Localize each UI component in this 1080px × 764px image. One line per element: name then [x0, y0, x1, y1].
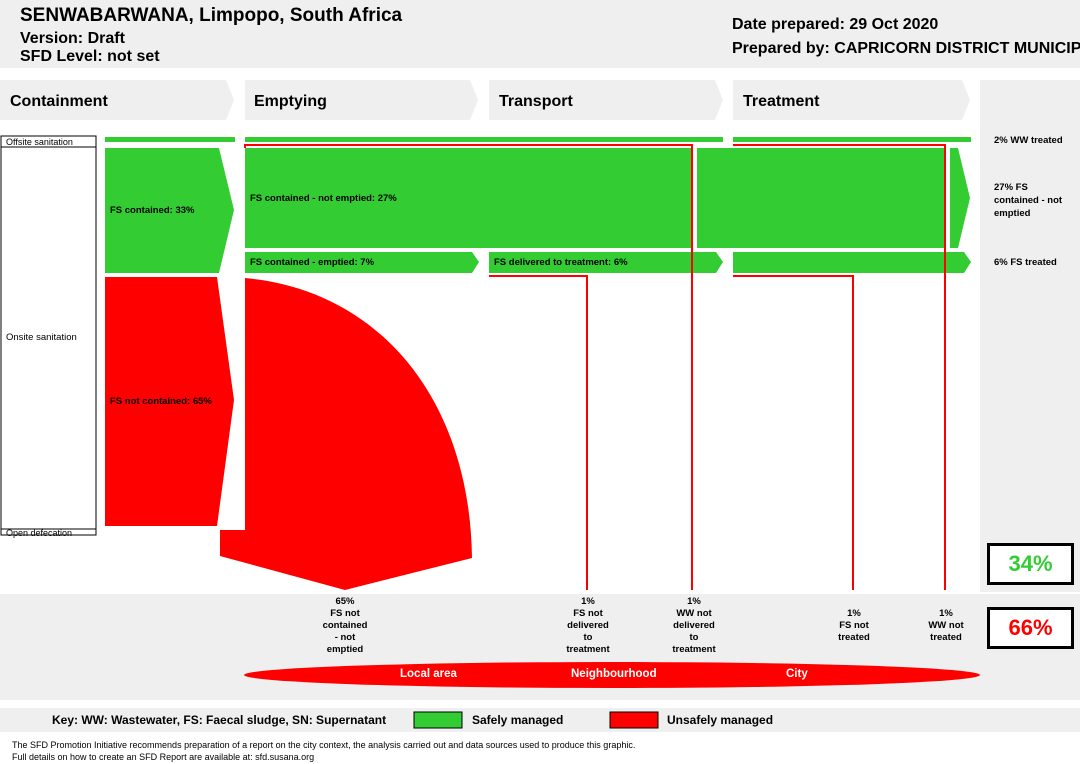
key-unsafe-label: Unsafely managed — [667, 713, 774, 727]
stage-label-treatment: Treatment — [743, 93, 820, 110]
version-label: Version: Draft — [20, 30, 125, 47]
safe-swatch — [413, 711, 463, 729]
loss-label-ww-not-delivered: 1% WW not delivered to treatment — [654, 596, 734, 656]
ww-treated-label: 2% WW treated — [994, 135, 1063, 146]
offsite-emptying-transport-bar — [245, 137, 723, 142]
loss-line: contained — [322, 620, 368, 631]
fs-not-emptied-flow-tip — [950, 148, 970, 248]
fs-delivered-flow — [489, 252, 723, 273]
onsite-sanitation-label: Onsite sanitation — [6, 332, 77, 343]
stage-label-transport: Transport — [499, 93, 573, 110]
fs-not-contained-flow — [105, 277, 234, 526]
fs-not-emptied-outcome-label: 27% FS contained - not emptied — [994, 181, 1062, 220]
loss-line: treated — [930, 632, 962, 643]
loss-line: WW not — [928, 620, 964, 631]
key-safe-label: Safely managed — [472, 713, 564, 727]
fs-not-emptied-outcome-line: emptied — [994, 208, 1031, 219]
fs-not-treated-line — [733, 275, 854, 590]
loss-line: FS not — [330, 608, 360, 619]
area-label-neighbourhood: Neighbourhood — [571, 668, 657, 680]
date-prepared: Date prepared: 29 Oct 2020 — [732, 16, 939, 33]
safe-percentage-box: 34% — [987, 543, 1074, 585]
fs-contained-flow — [105, 148, 234, 273]
loss-line: emptied — [326, 644, 364, 655]
fs-treated-flow — [733, 252, 971, 273]
stage-label-containment: Containment — [10, 93, 108, 110]
stage-label-emptying: Emptying — [254, 93, 327, 110]
loss-line: 65% — [335, 596, 355, 607]
footer-line-2: Full details on how to create an SFD Rep… — [12, 752, 315, 762]
stage-transport-arrow — [489, 80, 723, 120]
loss-line: treatment — [672, 644, 716, 655]
footer-line-1: The SFD Promotion Initiative recommends … — [12, 740, 636, 750]
loss-line: delivered — [567, 620, 609, 631]
ww-not-treated-line — [733, 144, 946, 590]
stage-treatment-arrow — [733, 80, 970, 120]
unsafe-percentage-box: 66% — [987, 607, 1074, 649]
open-defecation-label: Open defecation — [6, 528, 73, 538]
loss-line: WW not — [676, 608, 712, 619]
area-label-city: City — [786, 668, 808, 680]
stage-emptying-arrow — [245, 80, 478, 120]
outcome-panel — [980, 80, 1080, 592]
offsite-sanitation-label: Offsite sanitation — [6, 137, 73, 147]
fs-not-emptied-outcome-line: contained - not — [994, 195, 1063, 206]
loss-label-fs-not-delivered: 1% FS not delivered to treatment — [548, 596, 628, 656]
fs-not-emptied-label: FS contained - not emptied: 27% — [250, 193, 397, 204]
loss-line: 1% — [687, 596, 701, 607]
loss-line: treatment — [566, 644, 610, 655]
key-text: Key: WW: Wastewater, FS: Faecal sludge, … — [52, 713, 387, 727]
fs-not-contained-not-emptied-flow — [220, 278, 472, 590]
area-ellipse — [244, 662, 980, 688]
loss-line: 1% — [939, 608, 953, 619]
loss-line: to — [689, 632, 699, 643]
fs-emptied-flow — [245, 252, 479, 273]
loss-line: FS not — [839, 620, 869, 631]
loss-line: delivered — [673, 620, 715, 631]
loss-line: 1% — [581, 596, 595, 607]
fs-contained-label: FS contained: 33% — [110, 205, 195, 216]
offsite-treatment-bar — [733, 137, 971, 142]
loss-line: to — [583, 632, 593, 643]
loss-line: - not — [334, 632, 356, 643]
onsite-row-box — [0, 146, 97, 530]
loss-label-fs-not-treated: 1% FS not treated — [814, 608, 894, 644]
prepared-by: Prepared by: CAPRICORN DISTRICT MUNICIP — [732, 40, 1080, 57]
open-defecation-row-box — [0, 528, 97, 536]
loss-label-ww-not-treated: 1% WW not treated — [906, 608, 986, 644]
loss-line: 1% — [847, 608, 861, 619]
fs-not-contained-label: FS not contained: 65% — [110, 396, 212, 407]
sfd-level-label: SFD Level: not set — [20, 48, 160, 65]
fs-delivered-label: FS delivered to treatment: 6% — [494, 257, 628, 268]
key-panel — [0, 708, 1080, 732]
loss-line: FS not — [573, 608, 603, 619]
fs-treated-label: 6% FS treated — [994, 257, 1057, 268]
area-label-local: Local area — [400, 668, 457, 680]
fs-not-emptied-flow-b — [697, 148, 945, 248]
fs-not-delivered-line — [489, 275, 588, 590]
ww-not-delivered-line — [244, 144, 693, 590]
page-title: SENWABARWANA, Limpopo, South Africa — [20, 5, 403, 26]
fs-emptied-label: FS contained - emptied: 7% — [250, 257, 375, 268]
stage-containment-arrow — [0, 80, 234, 120]
header-panel — [0, 0, 1080, 68]
offsite-containment-bar — [105, 137, 235, 142]
unsafe-swatch — [609, 711, 659, 729]
loss-label-fs-not-contained: 65% FS not contained - not emptied — [305, 596, 385, 656]
fs-not-emptied-outcome-line: 27% FS — [994, 182, 1028, 193]
loss-line: treated — [838, 632, 870, 643]
fs-not-emptied-flow-a — [245, 148, 692, 248]
